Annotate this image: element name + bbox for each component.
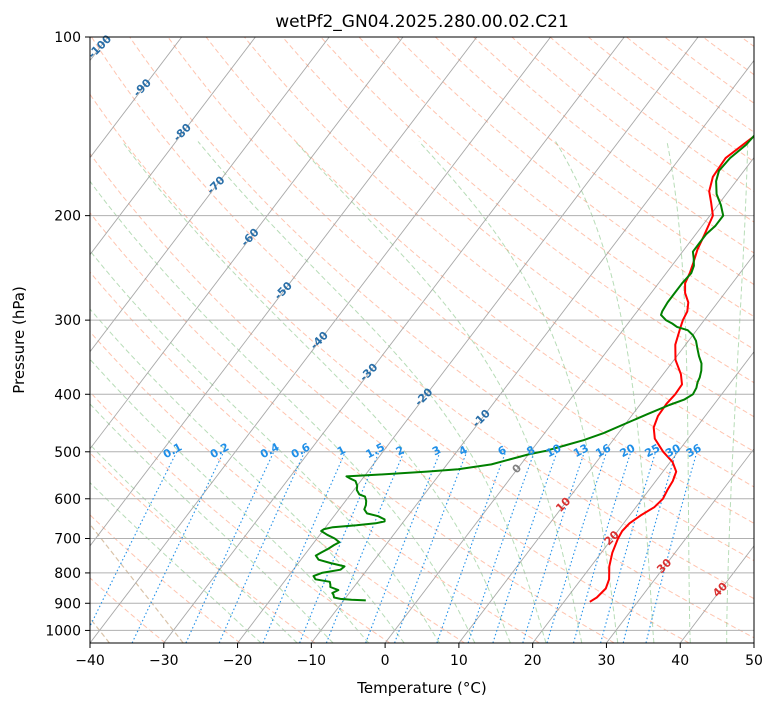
moist-adiabat: [418, 141, 619, 643]
dry-adiabat: [90, 152, 690, 643]
mixing-ratio-label: 20: [618, 441, 638, 460]
isotherm: [310, 59, 754, 643]
axis-ticks: −40 −30 −20 −10 0 10 20 30 40 50 100 200 300 400 500 60…: [45, 30, 763, 669]
y-tick-label: 800: [54, 566, 81, 582]
dry-adiabat: [90, 452, 316, 643]
moist-adiabat: [726, 141, 749, 643]
x-tick-label: −20: [223, 653, 253, 669]
isotherm: [90, 37, 404, 450]
moist-adiabat: [90, 443, 298, 643]
isotherm: [458, 253, 754, 643]
y-tick-label: 1000: [45, 623, 81, 639]
mixing-ratio-line: [436, 451, 507, 643]
x-tick-label: 20: [524, 653, 542, 669]
x-tick-label: 50: [745, 653, 763, 669]
dry-adiabat: [435, 37, 754, 286]
y-tick-label: 500: [54, 445, 81, 461]
dry-adiabat: [282, 37, 754, 418]
mixing-ratio-label: 25: [643, 441, 663, 460]
x-tick-label: −30: [149, 653, 179, 669]
mixing-ratio-line: [522, 451, 585, 643]
moist-adiabat: [90, 481, 262, 643]
mixing-ratio-line: [218, 451, 306, 643]
y-tick-label: 900: [54, 596, 81, 612]
chart-title: wetPf2_GN04.2025.280.00.02.C21: [275, 12, 569, 32]
isotherm: [753, 642, 754, 643]
dry-adiabat: [549, 37, 754, 193]
y-tick-label: 700: [54, 532, 81, 548]
y-tick-label: 600: [54, 492, 81, 508]
isotherm: [237, 37, 699, 643]
moist-adiabat: [90, 358, 370, 643]
moist-adiabat: [90, 250, 441, 643]
x-tick-label: 30: [598, 653, 616, 669]
isotherm: [163, 37, 625, 643]
sounding-line: [312, 134, 754, 602]
mixing-ratio-label: 13: [571, 441, 591, 460]
mixing-ratio-line: [600, 451, 657, 643]
sounding-line: [589, 135, 754, 603]
mixing-ratio-line: [299, 451, 380, 643]
moist-adiabat: [555, 141, 655, 643]
isotherm: [90, 37, 256, 256]
mixing-ratio-label: 16: [593, 441, 613, 460]
mixing-ratio-line: [131, 451, 225, 643]
isotherm: [384, 156, 754, 643]
mixing-ratio-line: [622, 451, 677, 643]
isotherm: [606, 448, 754, 643]
moist-adiabat: [666, 141, 691, 643]
dry-adiabat: [205, 37, 754, 488]
mixing-ratio-label: 30: [663, 441, 683, 460]
dry-adiabat: [473, 37, 754, 254]
plot-frame: [89, 36, 755, 644]
mixing-ratio-line: [572, 451, 632, 643]
x-tick-label: −40: [75, 653, 105, 669]
mixing-ratio-line: [645, 451, 698, 643]
y-tick-label: 400: [54, 387, 81, 403]
dry-adiabat: [91, 37, 754, 600]
mixing-ratio-line: [467, 451, 535, 643]
dry-adiabat: [396, 37, 754, 318]
isotherm: [90, 37, 551, 643]
dry-adiabat: [320, 37, 754, 384]
isotherm: [90, 37, 330, 353]
dry-adiabat: [129, 37, 754, 562]
x-tick-label: −10: [297, 653, 327, 669]
series-layer: [312, 134, 754, 603]
mixing-ratio-label: 36: [684, 441, 704, 460]
x-tick-label: 40: [671, 653, 689, 669]
moist-adiabat: [90, 180, 476, 643]
isotherm: [90, 37, 478, 547]
mixing-ratio-line: [492, 451, 558, 643]
moist-adiabat: [121, 141, 511, 643]
dry-adiabat: [167, 37, 754, 524]
y-tick-label: 100: [54, 30, 81, 46]
y-tick-label: 300: [54, 313, 81, 329]
background-lines: [90, 37, 754, 643]
dry-adiabat: [358, 37, 754, 350]
x-axis-title: Temperature (°C): [356, 679, 486, 697]
y-axis-title: Pressure (hPa): [10, 286, 28, 394]
mixing-ratio-line: [185, 451, 275, 643]
plot-area: [90, 37, 754, 643]
isotherm: [90, 37, 183, 159]
dry-adiabat: [90, 93, 754, 639]
mixing-ratio-label: 10: [544, 441, 564, 460]
dry-adiabat: [244, 37, 754, 453]
dry-adiabat: [90, 391, 391, 643]
mixing-ratio-line: [262, 451, 346, 643]
mixing-ratio-line: [546, 451, 608, 643]
x-tick-label: 10: [450, 653, 468, 669]
x-tick-label: 0: [381, 653, 390, 669]
moist-adiabat: [197, 141, 547, 643]
y-tick-label: 200: [54, 209, 81, 225]
moist-adiabat-cold: [90, 523, 184, 643]
isotherm: [532, 351, 754, 643]
